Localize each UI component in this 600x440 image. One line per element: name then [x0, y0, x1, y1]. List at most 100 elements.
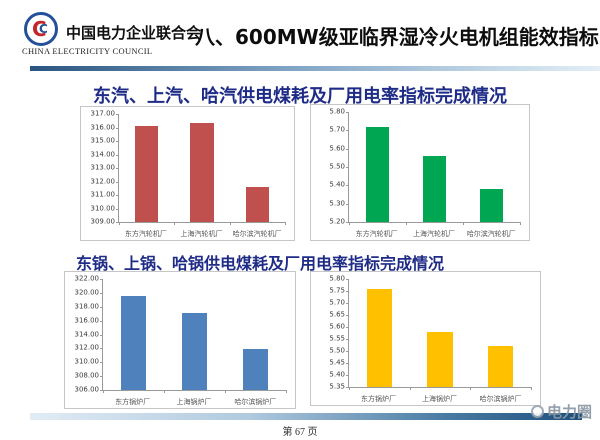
y-axis-tick-mark: [346, 314, 349, 316]
watermark-label: 电力圈: [546, 403, 592, 421]
y-axis-tick-label: 5.70: [329, 298, 345, 307]
y-axis-tick-label: 5.80: [329, 107, 345, 116]
y-axis-tick-mark: [116, 222, 119, 223]
x-axis-tick-mark: [286, 390, 287, 393]
y-axis-tick-mark: [346, 185, 349, 187]
y-axis-tick-mark: [100, 334, 103, 336]
chart-turbine-coal-consumption: 317.00 316.00 315.00 314.00 313.00 312.00 311.…: [80, 106, 295, 241]
y-axis-tick-label: 316.00: [74, 316, 100, 325]
y-axis-tick-label: 5.60: [329, 322, 345, 331]
x-axis-labels: 东方锅炉厂 上海锅炉厂 哈尔滨锅炉厂: [348, 396, 531, 403]
y-axis-tick-mark: [116, 195, 119, 196]
y-axis-tick-mark: [100, 362, 103, 364]
y-axis-tick-label: 315.00: [90, 136, 116, 145]
y-axis-tick-label: 322.00: [74, 274, 100, 283]
y-axis-tick-mark: [116, 127, 119, 129]
y-axis-tick-label: 5.65: [329, 310, 345, 319]
x-axis-category-label: 上海汽轮机厂: [412, 230, 455, 238]
x-axis-category-label: 东方汽轮机厂: [124, 230, 167, 238]
x-axis-tick-mark: [174, 222, 176, 225]
y-axis-tick-label: 5.80: [329, 274, 345, 283]
y-axis-tick-mark: [346, 279, 349, 280]
y-axis-tick-label: 313.00: [90, 163, 116, 172]
x-axis-category-label: 东方汽轮机厂: [355, 230, 398, 238]
y-axis-tick-label: 5.75: [329, 286, 345, 295]
y-axis-tick-label: 311.00: [90, 190, 116, 199]
x-axis-tick-mark: [285, 222, 286, 225]
y-axis-tick-label: 316.00: [90, 123, 116, 131]
slide-title: 八、600MW级亚临界湿冷火电机组能效指标: [195, 25, 599, 49]
y-axis-tick-label: 314.00: [74, 330, 100, 338]
y-axis-tick-mark: [346, 387, 349, 388]
y-axis-tick-mark: [346, 303, 349, 304]
y-axis-tick-label: 309.00: [90, 217, 116, 226]
y-axis-tick-mark: [346, 363, 349, 364]
y-axis-tick-mark: [116, 181, 119, 183]
y-axis-tick-mark: [346, 350, 349, 352]
y-axis-tick-mark: [346, 112, 349, 113]
y-axis-tick-mark: [116, 154, 119, 156]
y-axis-tick-mark: [116, 168, 119, 169]
y-axis-tick-label: 5.30: [329, 199, 345, 208]
y-axis-tick-label: 320.00: [74, 288, 100, 297]
page-number: 第 67 页: [282, 427, 318, 438]
plot-area: 5.80 5.70 5.60 5.50 5.40 5.30 5.20: [329, 108, 521, 225]
y-axis-tick-label: 318.00: [74, 302, 100, 311]
x-axis-category-label: 哈尔滨锅炉厂: [479, 395, 522, 403]
plot-area: 317.00 316.00 315.00 314.00 313.00 312.00 311.…: [91, 110, 286, 225]
bar: [366, 288, 393, 387]
x-axis-labels: 东方锅炉厂 上海锅炉厂 哈尔滨锅炉厂: [102, 399, 286, 406]
bar: [427, 331, 453, 387]
section-title-turbine: 东汽、上汽、哈汽供电煤耗及厂用电率指标完成情况: [93, 86, 507, 107]
y-axis-tick-mark: [346, 375, 349, 376]
chart-turbine-aux-power-rate: 5.80 5.70 5.60 5.50 5.40 5.30 5.20 东方汽轮机厂 上海汽轮机厂…: [310, 104, 530, 241]
bar: [365, 126, 390, 222]
y-axis-tick-mark: [346, 130, 349, 132]
y-axis-tick-mark: [100, 292, 103, 294]
y-axis-tick-mark: [116, 114, 119, 115]
y-axis-tick-mark: [100, 390, 103, 391]
x-axis-tick-mark: [119, 222, 120, 225]
org-name-en: CHINA ELECTRICITY COUNCIL: [22, 46, 153, 56]
bar: [422, 156, 447, 222]
bar: [120, 295, 147, 390]
chart-boiler-aux-power-rate: 5.80 5.75 5.70 5.65 5.60 5.55 5.50 5.45 5.40 5.35…: [310, 271, 541, 406]
x-axis-labels: 东方汽轮机厂 上海汽轮机厂 哈尔滨汽轮机厂: [118, 231, 285, 238]
x-axis-tick-mark: [531, 387, 532, 390]
y-axis-tick-mark: [346, 291, 349, 292]
bar: [487, 346, 514, 387]
y-axis-tick-label: 5.40: [329, 370, 345, 379]
cec-emblem-icon: C C: [24, 12, 58, 46]
section-title-boiler: 东锅、上锅、哈锅供电煤耗及厂用电率指标完成情况: [75, 254, 444, 273]
emblem-letter-blue: C: [39, 22, 48, 36]
dianliquan-watermark: 电力圈: [530, 401, 592, 422]
x-axis-tick-mark: [229, 222, 231, 225]
y-axis-tick-label: 5.60: [329, 144, 345, 153]
chart-boiler-coal-consumption: 322.00 320.00 318.00 316.00 314.00 312.00 310.…: [64, 271, 296, 409]
bar: [479, 189, 504, 222]
bar: [135, 126, 159, 222]
emblem-letter-red: C: [32, 17, 47, 41]
y-axis-tick-mark: [100, 376, 103, 378]
x-axis-tick-mark: [164, 390, 165, 393]
y-axis-tick-mark: [100, 306, 103, 308]
x-axis-tick-mark: [406, 222, 407, 225]
y-axis-tick-mark: [346, 148, 349, 150]
y-axis-tick-label: 310.00: [74, 357, 100, 366]
x-axis-tick-mark: [103, 390, 104, 393]
y-axis-tick-label: 310.00: [90, 204, 116, 212]
x-axis-tick-mark: [349, 387, 350, 390]
y-axis-tick-label: 5.70: [329, 125, 345, 134]
y-axis-tick-label: 306.00: [74, 385, 100, 394]
y-axis-tick-label: 312.00: [74, 343, 100, 352]
x-axis-category-label: 上海锅炉厂: [176, 398, 212, 406]
x-axis-category-label: 东方锅炉厂: [115, 398, 151, 406]
footer-divider: [30, 413, 582, 420]
y-axis-tick-mark: [100, 279, 103, 280]
y-axis-tick-mark: [346, 167, 349, 168]
x-axis-category-label: 哈尔滨汽轮机厂: [232, 230, 282, 238]
y-axis-tick-label: 5.55: [329, 334, 345, 343]
bar: [190, 123, 214, 222]
x-axis-tick-mark: [409, 387, 411, 390]
y-axis-tick-label: 317.00: [90, 109, 116, 118]
